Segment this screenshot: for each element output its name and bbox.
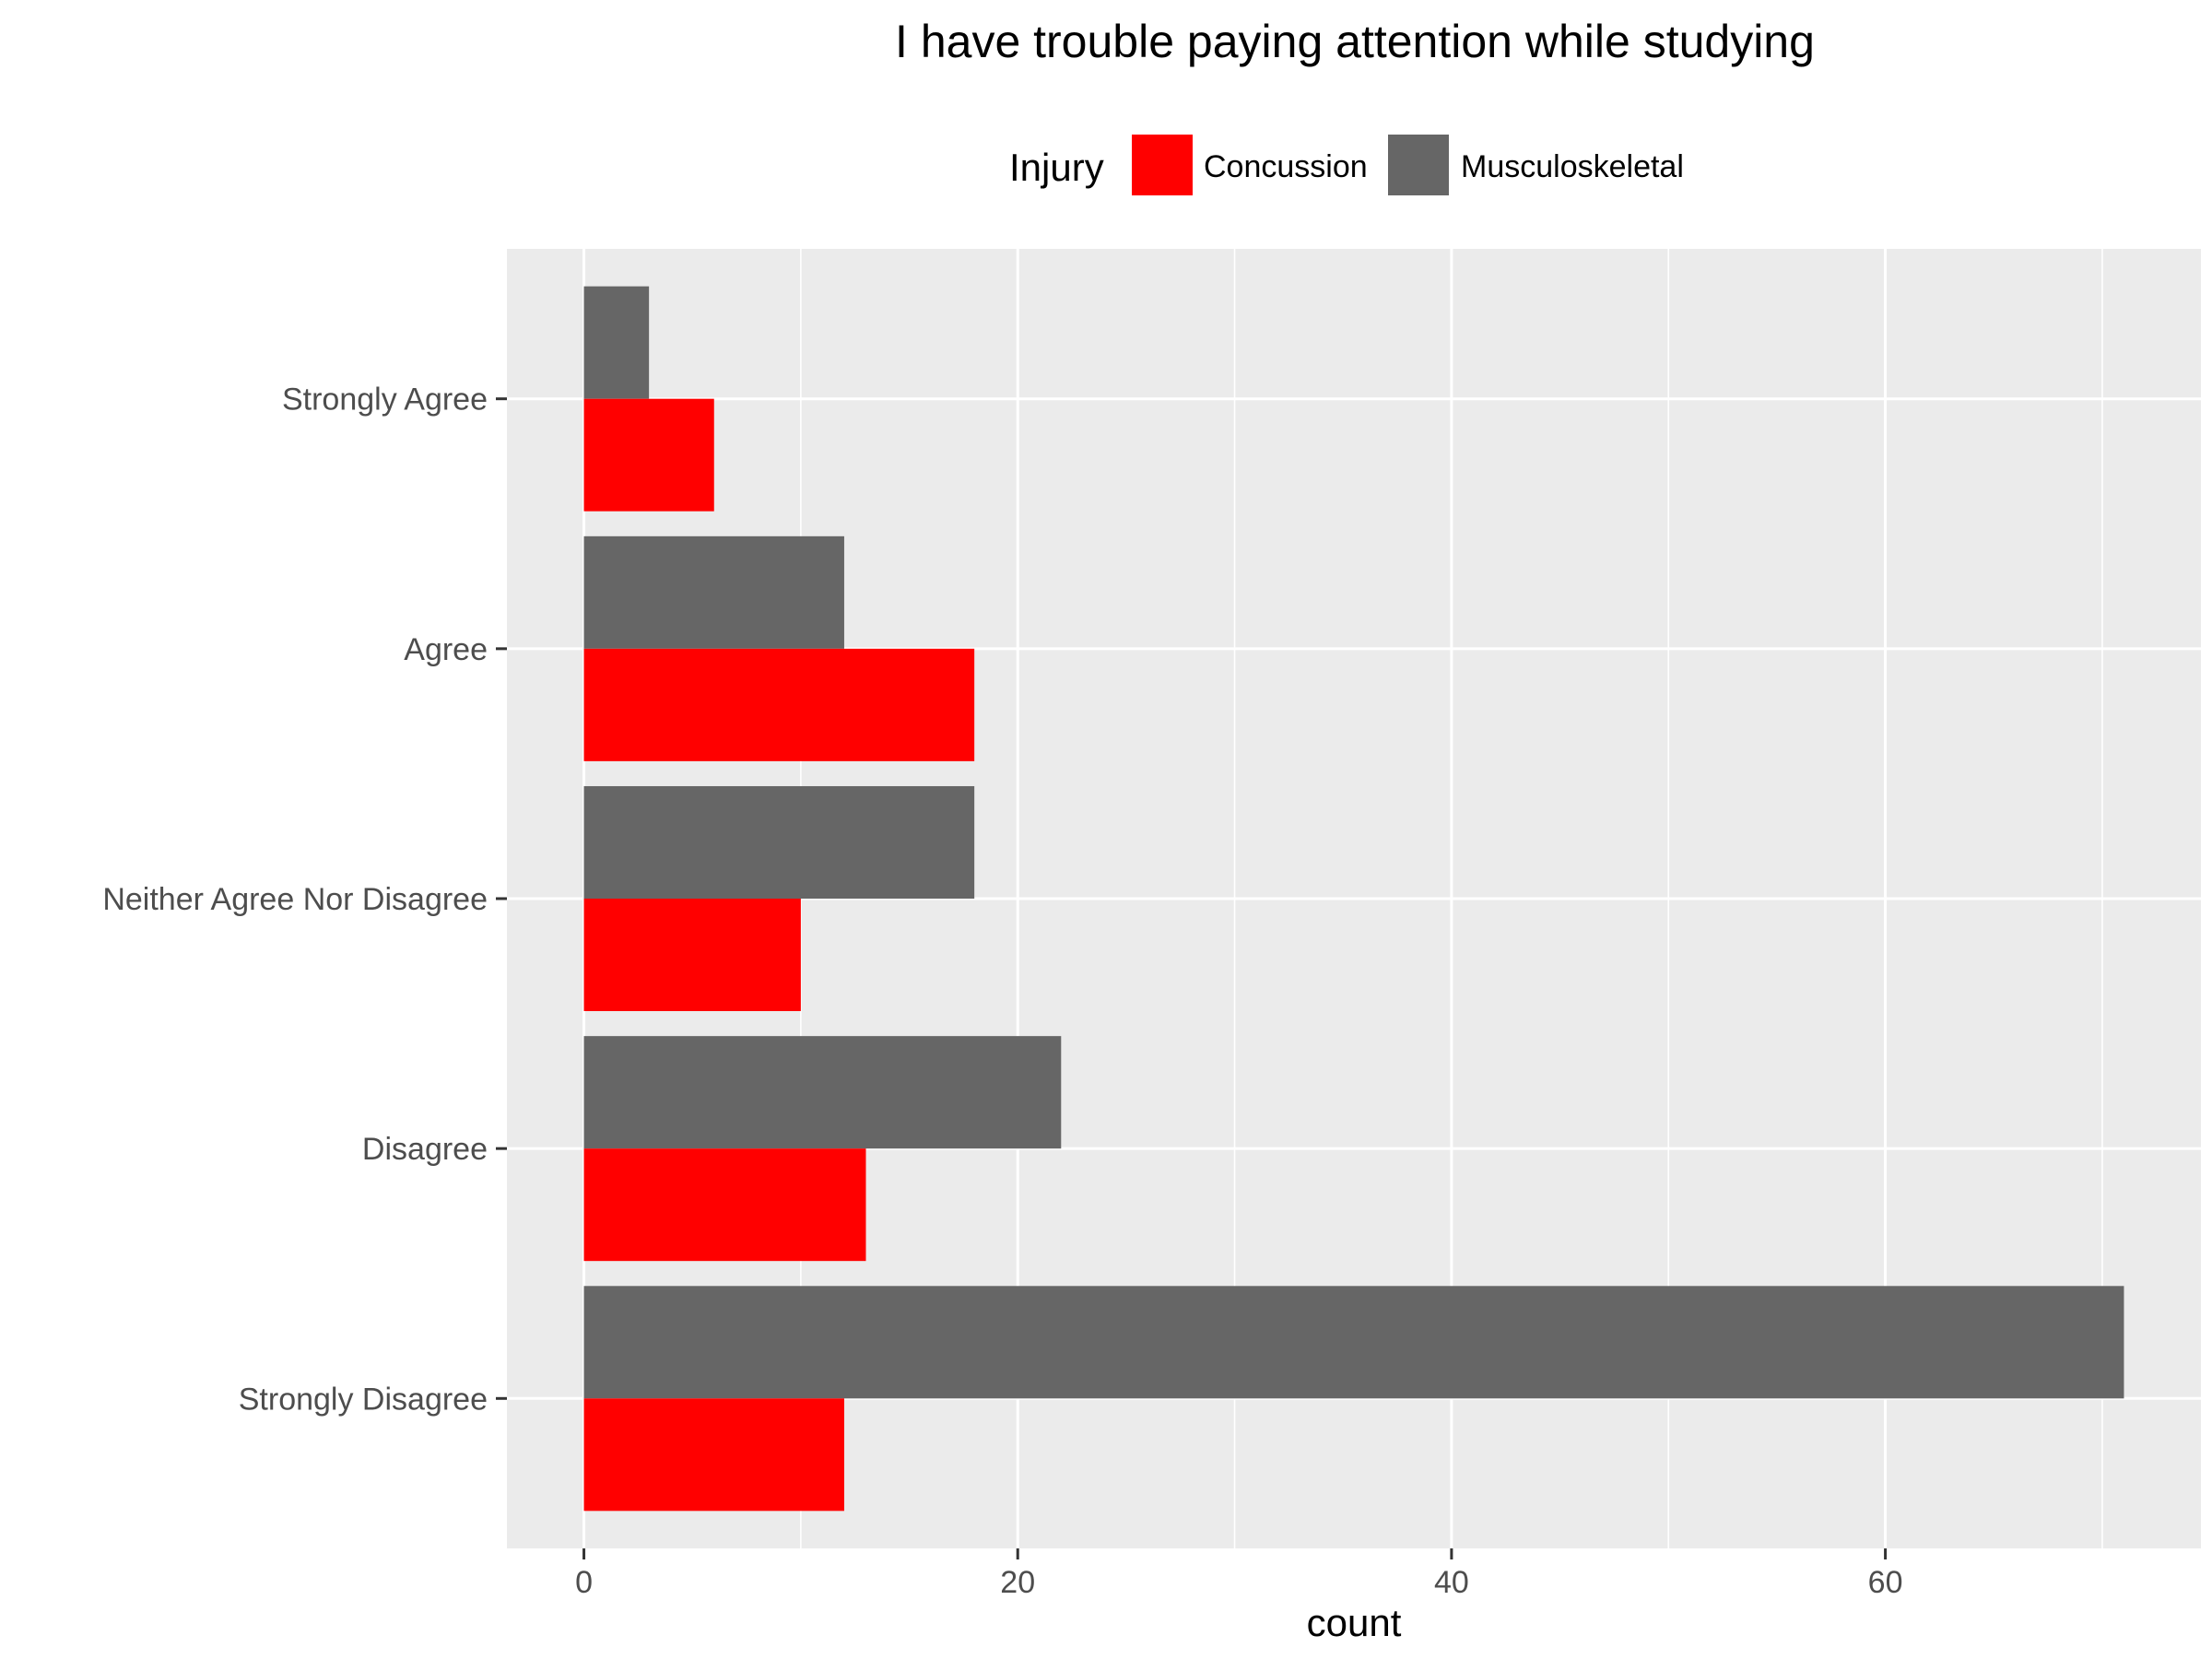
- x-tick-label: 40: [1434, 1565, 1469, 1600]
- bar-musculoskeletal-disagree: [583, 1036, 1062, 1149]
- y-tick-label: Disagree: [362, 1132, 488, 1167]
- bar-musculoskeletal-strongly-disagree: [583, 1286, 2124, 1399]
- bar-musculoskeletal-agree: [583, 535, 844, 649]
- x-tick-label: 60: [1868, 1565, 1903, 1600]
- y-tick-label: Agree: [404, 632, 488, 667]
- y-axis: Strongly Agree Agree Neither Agree Nor Dis…: [102, 382, 507, 1417]
- y-tick-label: Neither Agree Nor Disagree: [102, 882, 488, 917]
- bar-concussion-neither-agree-nor-disagree: [583, 899, 801, 1012]
- x-axis-title: count: [1307, 1601, 1402, 1644]
- legend: Injury Concussion Musculoskeletal: [1009, 135, 1684, 195]
- y-tick-label: Strongly Agree: [282, 382, 488, 418]
- y-tick-label: Strongly Disagree: [239, 1382, 488, 1417]
- legend-key-musculoskeletal: [1388, 135, 1449, 195]
- x-axis: 0 20 40 60: [575, 1548, 1902, 1600]
- x-tick-label: 0: [575, 1565, 593, 1600]
- bar-concussion-agree: [583, 648, 975, 761]
- legend-title: Injury: [1009, 146, 1104, 189]
- legend-label-concussion: Concussion: [1204, 149, 1368, 184]
- bar-concussion-strongly-disagree: [583, 1398, 844, 1512]
- bar-concussion-disagree: [583, 1148, 866, 1262]
- bar-musculoskeletal-neither-agree-nor-disagree: [583, 785, 975, 899]
- legend-label-musculoskeletal: Musculoskeletal: [1461, 149, 1684, 184]
- legend-key-concussion: [1132, 135, 1193, 195]
- chart-title: I have trouble paying attention while st…: [895, 16, 1815, 67]
- bar-musculoskeletal-strongly-agree: [583, 286, 650, 399]
- x-tick-label: 20: [1000, 1565, 1035, 1600]
- bars: [583, 286, 2124, 1512]
- bar-concussion-strongly-agree: [583, 398, 714, 512]
